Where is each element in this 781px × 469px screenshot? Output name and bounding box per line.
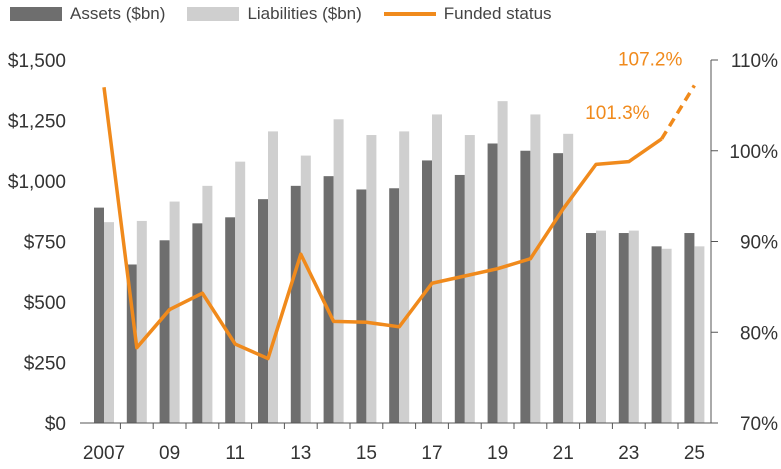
bar-assets xyxy=(323,176,334,423)
legend-swatch-funded-status xyxy=(383,12,436,16)
annotations: 101.3% 107.2% xyxy=(585,49,682,124)
legend-item-funded-status: Funded status xyxy=(383,4,552,24)
bar-assets xyxy=(520,150,531,423)
bar-liabilities xyxy=(202,185,213,423)
x-axis-tick-label: 13 xyxy=(290,443,311,464)
legend-item-liabilities: Liabilities ($bn) xyxy=(187,4,362,24)
bar-assets xyxy=(126,264,137,423)
legend-label-liabilities: Liabilities ($bn) xyxy=(247,4,362,23)
left-axis-tick-label: $0 xyxy=(45,414,66,435)
left-axis-tick-label: $500 xyxy=(24,293,66,314)
bar-liabilities xyxy=(268,131,278,423)
bar-liabilities xyxy=(628,230,639,423)
right-axis: 70% 80% 90% 100% 110% xyxy=(710,51,778,435)
right-axis-tick-label: 80% xyxy=(740,323,778,344)
bar-liabilities xyxy=(432,114,442,423)
bar-liabilities xyxy=(596,230,606,423)
bar-assets xyxy=(651,246,662,423)
bar-liabilities xyxy=(136,220,147,423)
bar-assets xyxy=(192,223,203,423)
x-axis-tick-label: 09 xyxy=(159,443,180,464)
legend-label-assets: Assets ($bn) xyxy=(70,4,166,23)
bar-assets xyxy=(684,233,695,423)
bar-liabilities xyxy=(235,161,246,423)
x-axis-tick-label: 19 xyxy=(487,443,508,464)
legend-swatch-liabilities xyxy=(187,7,240,21)
right-axis-tick-label: 100% xyxy=(729,142,778,163)
bar-liabilities xyxy=(104,222,114,423)
funded-status-line xyxy=(102,84,696,361)
bar-liabilities xyxy=(563,133,574,423)
bar-assets xyxy=(586,233,596,423)
legend-swatch-assets xyxy=(10,7,62,21)
bar-liabilities xyxy=(694,246,705,423)
bar-assets xyxy=(389,188,400,423)
legend-item-assets: Assets ($bn) xyxy=(10,4,165,24)
bar-liabilities xyxy=(497,101,508,423)
right-axis-tick-label: 70% xyxy=(740,414,778,435)
bar-assets xyxy=(618,233,629,423)
left-axis-tick-label: $1,250 xyxy=(8,112,66,133)
bar-liabilities xyxy=(464,135,475,423)
left-axis-tick-label: $1,000 xyxy=(8,172,66,193)
bar-liabilities xyxy=(366,135,377,423)
x-axis-tick-label: 23 xyxy=(618,443,639,464)
x-axis-tick-label: 15 xyxy=(356,443,377,464)
bar-assets xyxy=(258,199,268,423)
funded-status-line-projected xyxy=(660,84,696,140)
bar-liabilities xyxy=(661,248,672,423)
bar-liabilities xyxy=(399,131,410,423)
left-axis: $0 $250 $500 $750 $1,000 $1,250 $1,500 xyxy=(8,51,66,435)
x-axis-tick-label: 11 xyxy=(225,443,245,464)
bar-liabilities xyxy=(333,119,344,423)
funded-status-line-actual xyxy=(102,87,663,361)
bar-series xyxy=(94,101,705,424)
right-axis-tick-label: 110% xyxy=(731,51,778,72)
bar-assets xyxy=(159,240,170,423)
bar-assets xyxy=(454,174,465,423)
legend-label-funded-status: Funded status xyxy=(443,4,552,23)
bar-assets xyxy=(356,189,367,423)
x-axis-tick-label: 21 xyxy=(553,443,574,464)
bar-liabilities xyxy=(530,114,541,423)
funded-status-annotation: 101.3% xyxy=(585,103,650,124)
left-axis-tick-label: $1,500 xyxy=(8,51,66,72)
bar-liabilities xyxy=(169,201,180,423)
x-axis: 2007 09 11 13 15 17 19 21 23 25 xyxy=(80,422,711,464)
bar-assets xyxy=(487,143,498,424)
bar-assets xyxy=(225,217,236,423)
x-axis-tick-label: 2007 xyxy=(83,443,125,464)
right-axis-tick-label: 90% xyxy=(740,233,778,254)
bar-assets xyxy=(553,153,564,424)
bar-liabilities xyxy=(300,155,311,423)
bar-assets xyxy=(290,185,301,423)
left-axis-tick-label: $250 xyxy=(24,354,66,375)
bar-assets xyxy=(94,207,104,423)
x-axis-tick-label: 17 xyxy=(421,443,442,464)
funded-status-annotation: 107.2% xyxy=(618,49,683,70)
x-axis-tick-label: 25 xyxy=(684,443,705,464)
left-axis-tick-label: $750 xyxy=(24,233,66,254)
chart-legend: Assets ($bn) Liabilities ($bn) Funded st… xyxy=(10,4,552,24)
